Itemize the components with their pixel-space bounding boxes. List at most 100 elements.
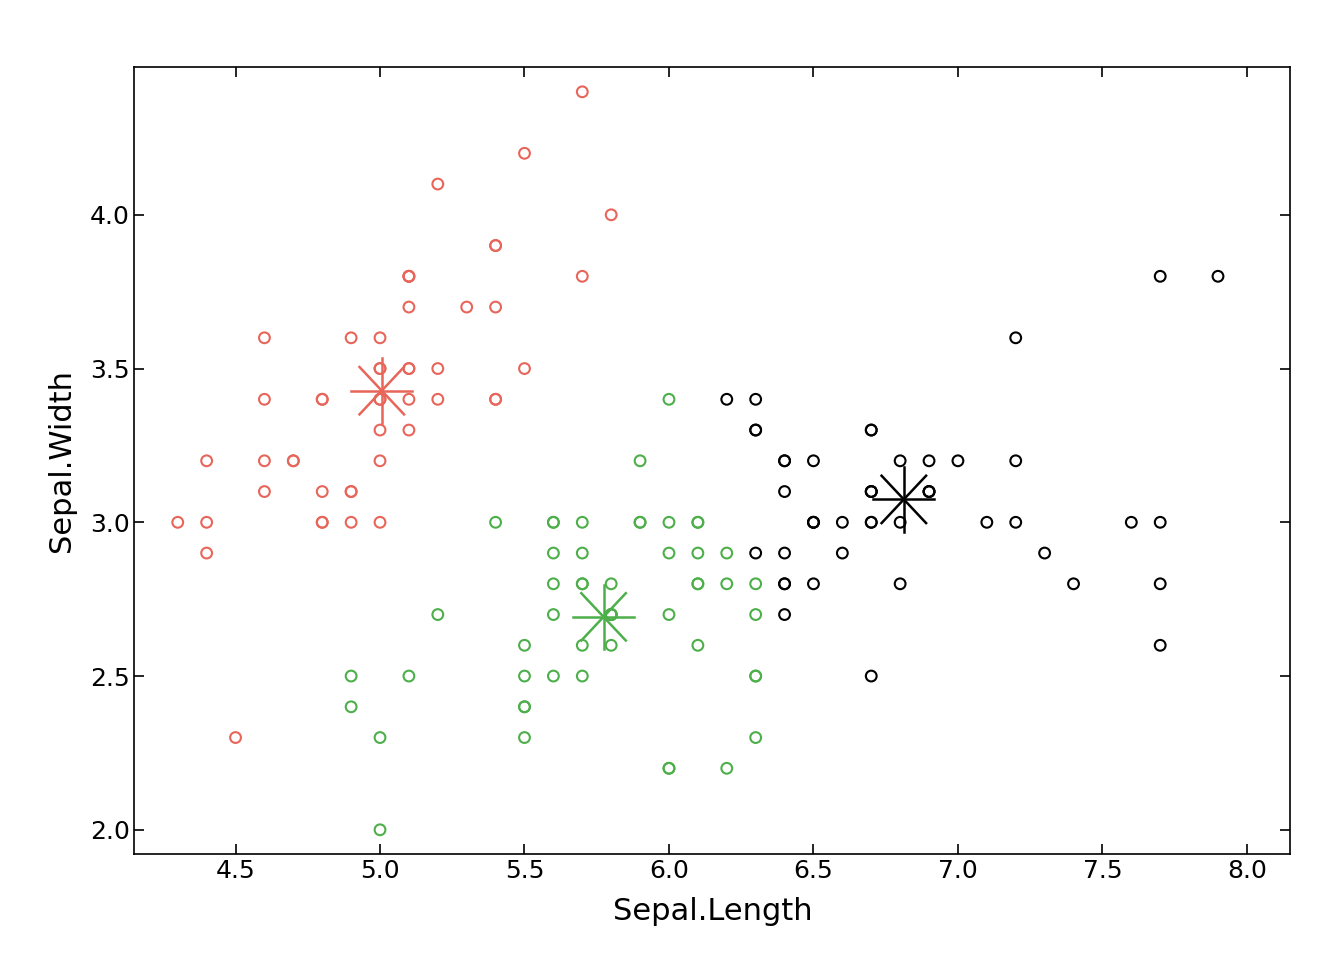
Point <box>860 484 882 499</box>
Point <box>370 730 391 745</box>
Point <box>571 84 593 100</box>
Point <box>774 576 796 591</box>
Point <box>456 300 477 315</box>
Point <box>340 515 362 530</box>
Point <box>543 607 564 622</box>
Point <box>918 453 939 468</box>
Point <box>398 269 419 284</box>
Point <box>976 515 997 530</box>
Point <box>571 515 593 530</box>
Point <box>312 484 333 499</box>
Point <box>774 453 796 468</box>
Point <box>774 453 796 468</box>
Point <box>1121 515 1142 530</box>
Point <box>485 300 507 315</box>
Point <box>890 515 911 530</box>
Point <box>860 484 882 499</box>
Point <box>427 607 449 622</box>
Point <box>312 515 333 530</box>
Point <box>370 392 391 407</box>
Point <box>282 453 304 468</box>
Point <box>513 699 535 714</box>
Point <box>860 422 882 438</box>
Point <box>687 545 708 561</box>
Point <box>1149 269 1171 284</box>
Point <box>571 576 593 591</box>
Point <box>1207 269 1228 284</box>
Point <box>312 392 333 407</box>
Point <box>890 453 911 468</box>
Point <box>340 330 362 346</box>
Point <box>370 453 391 468</box>
Point <box>860 515 882 530</box>
Point <box>629 515 650 530</box>
Point <box>832 515 853 530</box>
Point <box>802 515 824 530</box>
Point <box>427 177 449 192</box>
Point <box>601 607 622 622</box>
Point <box>659 760 680 776</box>
Point <box>716 760 738 776</box>
Point <box>1005 453 1027 468</box>
Point <box>716 545 738 561</box>
Point <box>774 545 796 561</box>
Point <box>282 453 304 468</box>
Point <box>687 515 708 530</box>
Point <box>601 637 622 653</box>
Point <box>601 607 622 622</box>
Point <box>601 607 622 622</box>
Y-axis label: Sepal.Width: Sepal.Width <box>47 370 75 552</box>
Point <box>340 668 362 684</box>
Point <box>687 637 708 653</box>
Point <box>629 515 650 530</box>
Point <box>370 361 391 376</box>
Point <box>167 515 188 530</box>
Point <box>659 760 680 776</box>
Point <box>485 392 507 407</box>
Point <box>948 453 969 468</box>
Point <box>398 361 419 376</box>
Point <box>312 515 333 530</box>
Point <box>254 484 276 499</box>
Point <box>254 392 276 407</box>
Point <box>398 668 419 684</box>
Point <box>485 238 507 253</box>
Point <box>571 545 593 561</box>
Point <box>398 392 419 407</box>
Point <box>745 668 766 684</box>
Point <box>485 392 507 407</box>
Point <box>485 515 507 530</box>
Point <box>745 668 766 684</box>
Point <box>774 484 796 499</box>
Point <box>860 668 882 684</box>
Point <box>571 668 593 684</box>
Point <box>398 422 419 438</box>
Point <box>802 515 824 530</box>
Point <box>1149 515 1171 530</box>
Point <box>543 668 564 684</box>
Point <box>601 576 622 591</box>
Point <box>1149 637 1171 653</box>
Point <box>571 637 593 653</box>
Point <box>1034 545 1055 561</box>
Point <box>196 453 218 468</box>
Point <box>485 238 507 253</box>
Point <box>1063 576 1085 591</box>
Point <box>1149 576 1171 591</box>
Point <box>774 607 796 622</box>
Point <box>659 607 680 622</box>
Point <box>513 361 535 376</box>
Point <box>745 392 766 407</box>
Point <box>340 484 362 499</box>
Point <box>513 730 535 745</box>
Point <box>370 392 391 407</box>
Point <box>802 453 824 468</box>
Point <box>860 484 882 499</box>
Point <box>1005 330 1027 346</box>
Point <box>370 422 391 438</box>
X-axis label: Sepal.Length: Sepal.Length <box>613 898 812 926</box>
Point <box>687 515 708 530</box>
Point <box>513 668 535 684</box>
Point <box>370 515 391 530</box>
Point <box>659 515 680 530</box>
